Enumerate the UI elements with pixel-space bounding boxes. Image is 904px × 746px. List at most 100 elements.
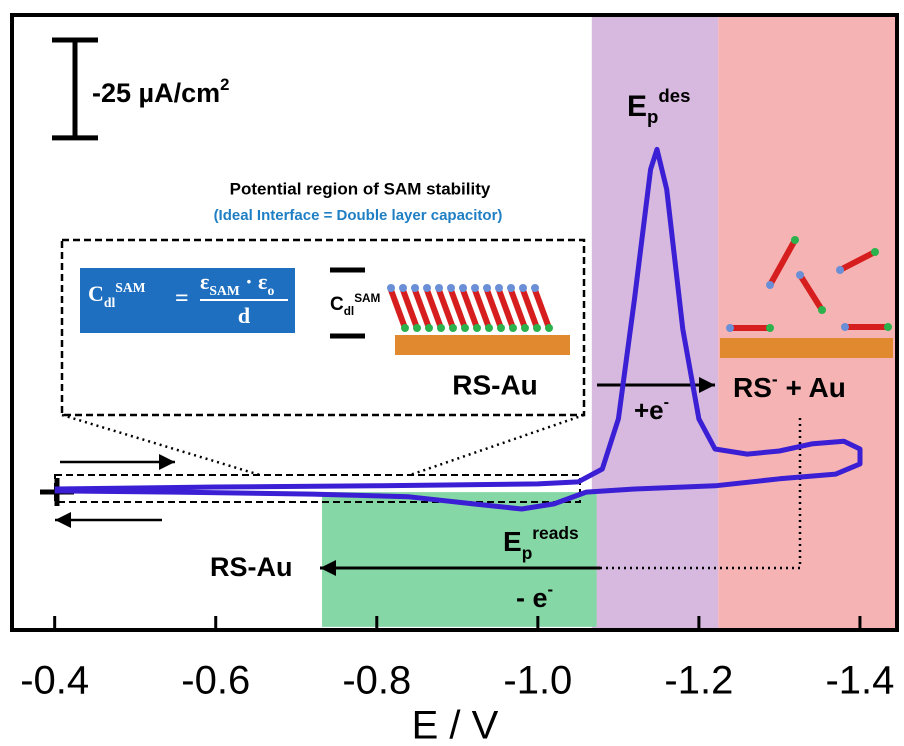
peak-label: Epdes [627, 85, 690, 127]
capacitor-label: CdlSAM [330, 292, 381, 318]
atom [509, 324, 517, 332]
text-part: · ε [240, 269, 268, 294]
atom [521, 324, 529, 332]
text-part: des [658, 85, 690, 106]
regions [322, 15, 897, 630]
atom [726, 324, 734, 332]
annotation-line [496, 288, 516, 330]
x-tick-label: -1.4 [825, 659, 894, 703]
atom [871, 248, 879, 256]
annotation-line [508, 288, 528, 330]
gold-substrate [395, 335, 570, 355]
text-part: E [503, 526, 522, 557]
annotation-line [767, 238, 798, 287]
atom [796, 271, 804, 279]
box-title: Potential region of SAM stability [230, 179, 491, 198]
atom [411, 284, 419, 292]
atom [507, 284, 515, 292]
text-part: + Au [778, 372, 846, 403]
arrow-head [159, 454, 175, 470]
text-part: - [548, 580, 554, 599]
text-part: - e [516, 583, 548, 613]
atom [545, 324, 553, 332]
x-axis-label: E / V [412, 704, 499, 746]
text-part: 2 [220, 75, 229, 94]
readsorption-product: RS-Au [210, 552, 293, 582]
text-part: SAM [115, 280, 145, 295]
atom [473, 324, 481, 332]
atom [437, 324, 445, 332]
annotation-line [61, 413, 261, 477]
scale-bar-label: -25 µA/cm2 [92, 75, 229, 108]
plot-frame [10, 13, 899, 632]
atom [841, 323, 849, 331]
text-part: reads [532, 523, 578, 543]
arrow-head [55, 512, 71, 528]
annotation-line [532, 288, 552, 330]
x-tick-label: -0.8 [342, 659, 411, 703]
text-part: C [88, 281, 104, 306]
gold-substrate [720, 338, 893, 358]
region [322, 492, 597, 627]
equation-equals: = [175, 286, 189, 312]
text-part: p [522, 543, 533, 563]
annotation-line [460, 288, 480, 330]
atom [449, 324, 457, 332]
atom [533, 324, 541, 332]
arrow-head [320, 560, 336, 576]
atom [884, 323, 892, 331]
x-tick-label: -0.6 [181, 659, 250, 703]
region [718, 15, 897, 630]
annotation-line [838, 249, 877, 273]
text-part: C [330, 294, 344, 315]
annotation-line [484, 288, 504, 330]
atom [471, 284, 479, 292]
box-subtitle: (Ideal Interface = Double layer capacito… [214, 207, 503, 224]
atom [435, 284, 443, 292]
x-tick-label: -0.4 [20, 659, 89, 703]
atom [766, 281, 774, 289]
annotation-line [424, 288, 444, 330]
annotation-line [388, 288, 408, 330]
text-part: ε [200, 269, 209, 294]
atom [401, 324, 409, 332]
annotation-line [400, 288, 420, 330]
atom [423, 284, 431, 292]
cv-curve [54, 146, 863, 512]
annotation-line [520, 288, 540, 330]
annotation-line [436, 288, 456, 330]
atom [459, 284, 467, 292]
text-part: p [647, 106, 658, 127]
atom [485, 324, 493, 332]
text-part: dl [104, 295, 116, 310]
oxidation-label: - e- [516, 580, 553, 613]
equation-numerator: εSAM · εo [200, 269, 274, 298]
atom [531, 284, 539, 292]
text-part: +e [634, 395, 664, 425]
atom [495, 284, 503, 292]
annotation-line [448, 288, 468, 330]
annotation-line [412, 288, 432, 330]
text-part: dl [344, 305, 354, 318]
dashed-box [60, 238, 586, 417]
atom [519, 284, 527, 292]
text-part: SAM [209, 283, 239, 298]
atom [497, 324, 505, 332]
readsorption-peak: Epreads [503, 523, 579, 563]
atom [461, 324, 469, 332]
x-tick-label: -1.2 [664, 659, 733, 703]
reduction-label: +e- [634, 393, 669, 425]
atom [425, 324, 433, 332]
atom [413, 324, 421, 332]
text-part: o [267, 283, 274, 298]
text-part: RS [733, 372, 772, 403]
atom [836, 266, 844, 274]
region [591, 15, 719, 630]
product-label: RS- + Au [733, 369, 846, 404]
text-part: - [772, 369, 778, 389]
atom [483, 284, 491, 292]
text-part: -25 µA/cm [92, 78, 220, 108]
text-part: E [627, 90, 647, 123]
atom [818, 306, 826, 314]
